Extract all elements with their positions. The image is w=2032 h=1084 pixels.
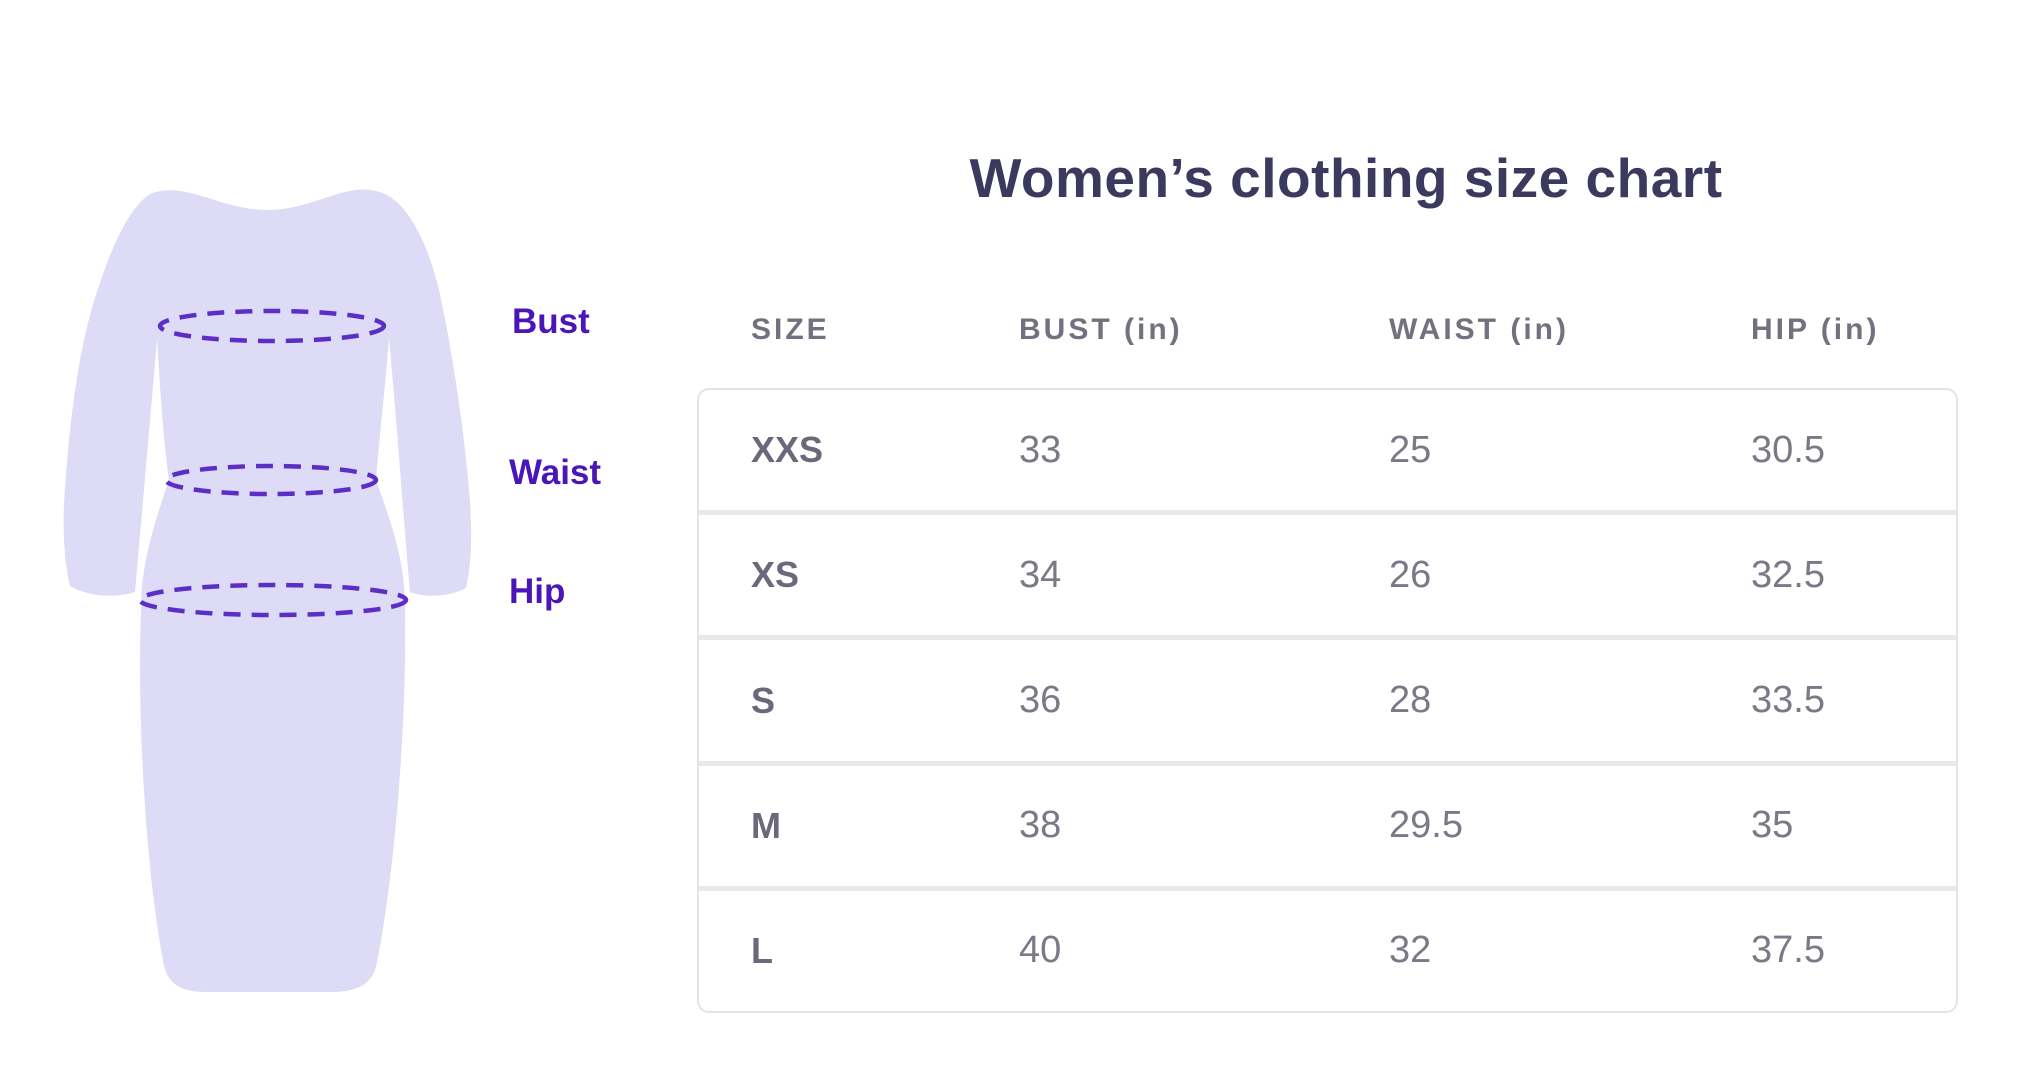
cell-size: XXS xyxy=(751,429,824,471)
bust-measure-ellipse xyxy=(157,308,387,344)
cell-hip: 30.5 xyxy=(1751,428,1825,471)
size-table-header-row: SIZE BUST (in) WAIST (in) HIP (in) xyxy=(699,306,1960,354)
cell-hip: 37.5 xyxy=(1751,929,1825,972)
row-separator xyxy=(699,510,1956,516)
table-row-xs: XS 34 26 32.5 xyxy=(699,515,1956,635)
table-row-s: S 36 28 33.5 xyxy=(699,640,1956,760)
cell-bust: 33 xyxy=(1019,428,1062,471)
cell-hip: 33.5 xyxy=(1751,679,1825,721)
hip-measure-ellipse xyxy=(137,582,409,618)
header-waist: WAIST (in) xyxy=(1389,313,1569,346)
cell-size: M xyxy=(751,804,781,846)
cell-waist: 32 xyxy=(1389,929,1432,972)
cell-bust: 38 xyxy=(1019,804,1062,847)
waist-measure-ellipse xyxy=(163,463,379,497)
page-title: Women’s clothing size chart xyxy=(969,147,1723,209)
size-table: XXS 33 25 30.5 XS 34 26 32.5 S 36 28 33.… xyxy=(697,388,1958,1013)
row-separator xyxy=(699,635,1956,641)
bust-label: Bust xyxy=(512,302,590,341)
table-row-m: M 38 29.5 35 xyxy=(699,766,1956,886)
cell-bust: 36 xyxy=(1019,679,1062,721)
cell-size: L xyxy=(751,929,773,971)
cell-waist: 28 xyxy=(1389,679,1432,721)
row-separator xyxy=(699,760,1956,766)
dress-body-shape xyxy=(63,189,472,992)
cell-size: XS xyxy=(751,554,800,596)
dress-illustration xyxy=(55,120,480,1020)
dress-silhouette-svg xyxy=(63,189,472,992)
cell-hip: 35 xyxy=(1751,804,1794,847)
cell-waist: 29.5 xyxy=(1389,804,1463,847)
table-row-xxs: XXS 33 25 30.5 xyxy=(699,390,1956,510)
row-separator xyxy=(699,885,1956,891)
cell-bust: 40 xyxy=(1019,929,1062,972)
cell-waist: 25 xyxy=(1389,428,1432,471)
header-hip: HIP (in) xyxy=(1751,313,1880,346)
cell-waist: 26 xyxy=(1389,553,1432,596)
header-bust: BUST (in) xyxy=(1019,313,1183,346)
cell-bust: 34 xyxy=(1019,553,1062,596)
cell-hip: 32.5 xyxy=(1751,553,1825,596)
header-size: SIZE xyxy=(751,313,830,346)
cell-size: S xyxy=(751,679,776,721)
table-row-l: L 40 32 37.5 xyxy=(699,891,1956,1011)
waist-label: Waist xyxy=(509,453,602,492)
hip-label: Hip xyxy=(509,572,566,611)
